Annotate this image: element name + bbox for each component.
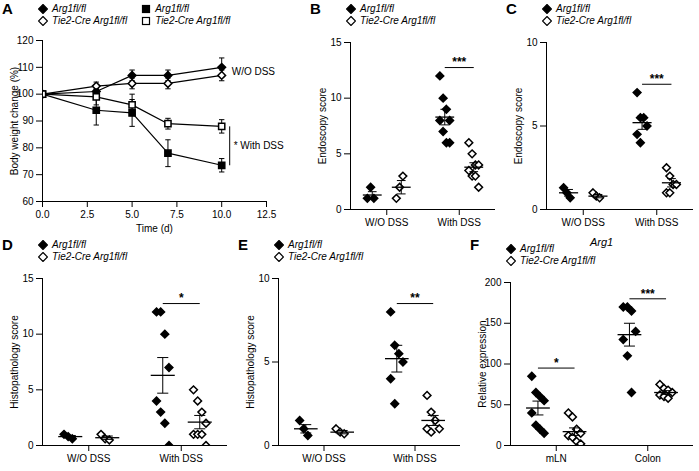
html-text:B: B: [310, 0, 321, 17]
svg-text:2.5: 2.5: [80, 209, 94, 220]
svg-text:200: 200: [485, 277, 502, 288]
svg-text:**: **: [410, 291, 420, 305]
svg-text:***: ***: [452, 55, 466, 69]
svg-text:mLN: mLN: [546, 453, 567, 464]
html-text:Tie2-Cre Arg1fl/fl: Tie2-Cre Arg1fl/fl: [288, 251, 364, 262]
html-text:Arg1fl/fl: Arg1fl/fl: [520, 243, 554, 254]
svg-text:***: ***: [641, 287, 655, 301]
svg-text:With DSS: With DSS: [635, 217, 679, 228]
html-text:Arg1fl/fl: Arg1fl/fl: [360, 3, 394, 14]
svg-text:5: 5: [336, 148, 342, 159]
html-text:C: C: [506, 0, 517, 17]
html-text:F: F: [470, 236, 480, 253]
svg-text:5: 5: [532, 120, 538, 131]
svg-text:***: ***: [650, 72, 664, 86]
svg-text:10.0: 10.0: [212, 209, 232, 220]
svg-text:Relative expression: Relative expression: [477, 320, 488, 407]
svg-text:10: 10: [330, 92, 342, 103]
svg-text:10: 10: [258, 273, 270, 284]
svg-text:15: 15: [22, 273, 34, 284]
html-text:Tie2-Cre Arg1fl/fl: Tie2-Cre Arg1fl/fl: [556, 15, 632, 26]
svg-text:W/O DSS: W/O DSS: [562, 217, 606, 228]
svg-text:W/O DSS: W/O DSS: [302, 453, 346, 464]
svg-text:7.5: 7.5: [170, 209, 184, 220]
svg-text:Histopathology score: Histopathology score: [245, 315, 256, 409]
html-text:Arg1: Arg1: [589, 236, 614, 248]
svg-text:Histopathology score: Histopathology score: [9, 315, 20, 409]
svg-text:Time (d): Time (d): [136, 223, 173, 234]
html-text:Arg1fl/fl: Arg1fl/fl: [556, 3, 590, 14]
html-text:Tie2-Cre Arg1fl/fl: Tie2-Cre Arg1fl/fl: [52, 251, 128, 262]
svg-text:80: 80: [22, 142, 34, 153]
html-text:Arg1fl/fl: Arg1fl/fl: [155, 3, 189, 14]
svg-text:0: 0: [532, 204, 538, 215]
svg-text:W/O DSS: W/O DSS: [232, 66, 276, 77]
svg-text:110: 110: [18, 62, 34, 73]
svg-text:With DSS: With DSS: [160, 453, 204, 464]
svg-text:0: 0: [336, 204, 342, 215]
svg-text:0: 0: [264, 440, 270, 451]
svg-text:10: 10: [526, 37, 538, 48]
svg-text:0: 0: [28, 440, 34, 451]
svg-text:Colon: Colon: [635, 453, 661, 464]
svg-text:100: 100: [484, 358, 502, 370]
html-text:Arg1fl/fl: Arg1fl/fl: [288, 239, 322, 250]
svg-text:Endoscopy score: Endoscopy score: [513, 87, 524, 164]
svg-text:With DSS: With DSS: [393, 453, 437, 464]
svg-text:Endoscopy score: Endoscopy score: [317, 87, 328, 164]
html-text:Arg1fl/fl: Arg1fl/fl: [52, 239, 86, 250]
svg-text:* With DSS: * With DSS: [234, 140, 284, 151]
svg-text:120: 120: [17, 35, 34, 46]
html-text:D: D: [2, 236, 13, 253]
svg-text:W/O DSS: W/O DSS: [67, 453, 111, 464]
svg-text:0.0: 0.0: [36, 209, 50, 220]
svg-text:15: 15: [330, 37, 342, 48]
svg-text:5: 5: [28, 384, 34, 395]
svg-text:100: 100: [16, 88, 34, 100]
svg-text:70: 70: [22, 169, 34, 180]
html-text:Tie2-Cre Arg1fl/fl: Tie2-Cre Arg1fl/fl: [520, 255, 596, 266]
svg-text:50: 50: [490, 399, 502, 410]
html-text:Arg1fl/fl: Arg1fl/fl: [52, 3, 86, 14]
svg-text:0: 0: [496, 440, 502, 451]
html-text:Tie2-Cre Arg1fl/fl: Tie2-Cre Arg1fl/fl: [52, 15, 128, 26]
svg-text:12.5: 12.5: [257, 209, 277, 220]
html-text:Tie2-Cre Arg1fl/fl: Tie2-Cre Arg1fl/fl: [155, 15, 231, 26]
svg-text:With DSS: With DSS: [438, 217, 482, 228]
html-text:Tie2-Cre Arg1fl/fl: Tie2-Cre Arg1fl/fl: [360, 15, 436, 26]
svg-text:*: *: [554, 356, 559, 370]
svg-text:5: 5: [264, 356, 270, 367]
svg-text:90: 90: [22, 115, 34, 126]
svg-text:W/O DSS: W/O DSS: [365, 217, 409, 228]
svg-text:150: 150: [484, 317, 502, 329]
svg-text:Body weight change (%): Body weight change (%): [9, 67, 20, 175]
html-text:E: E: [238, 236, 248, 253]
svg-text:*: *: [179, 291, 184, 305]
svg-text:60: 60: [22, 196, 34, 207]
svg-text:5.0: 5.0: [125, 209, 139, 220]
svg-text:10: 10: [22, 328, 34, 339]
html-text:A: A: [2, 0, 13, 17]
